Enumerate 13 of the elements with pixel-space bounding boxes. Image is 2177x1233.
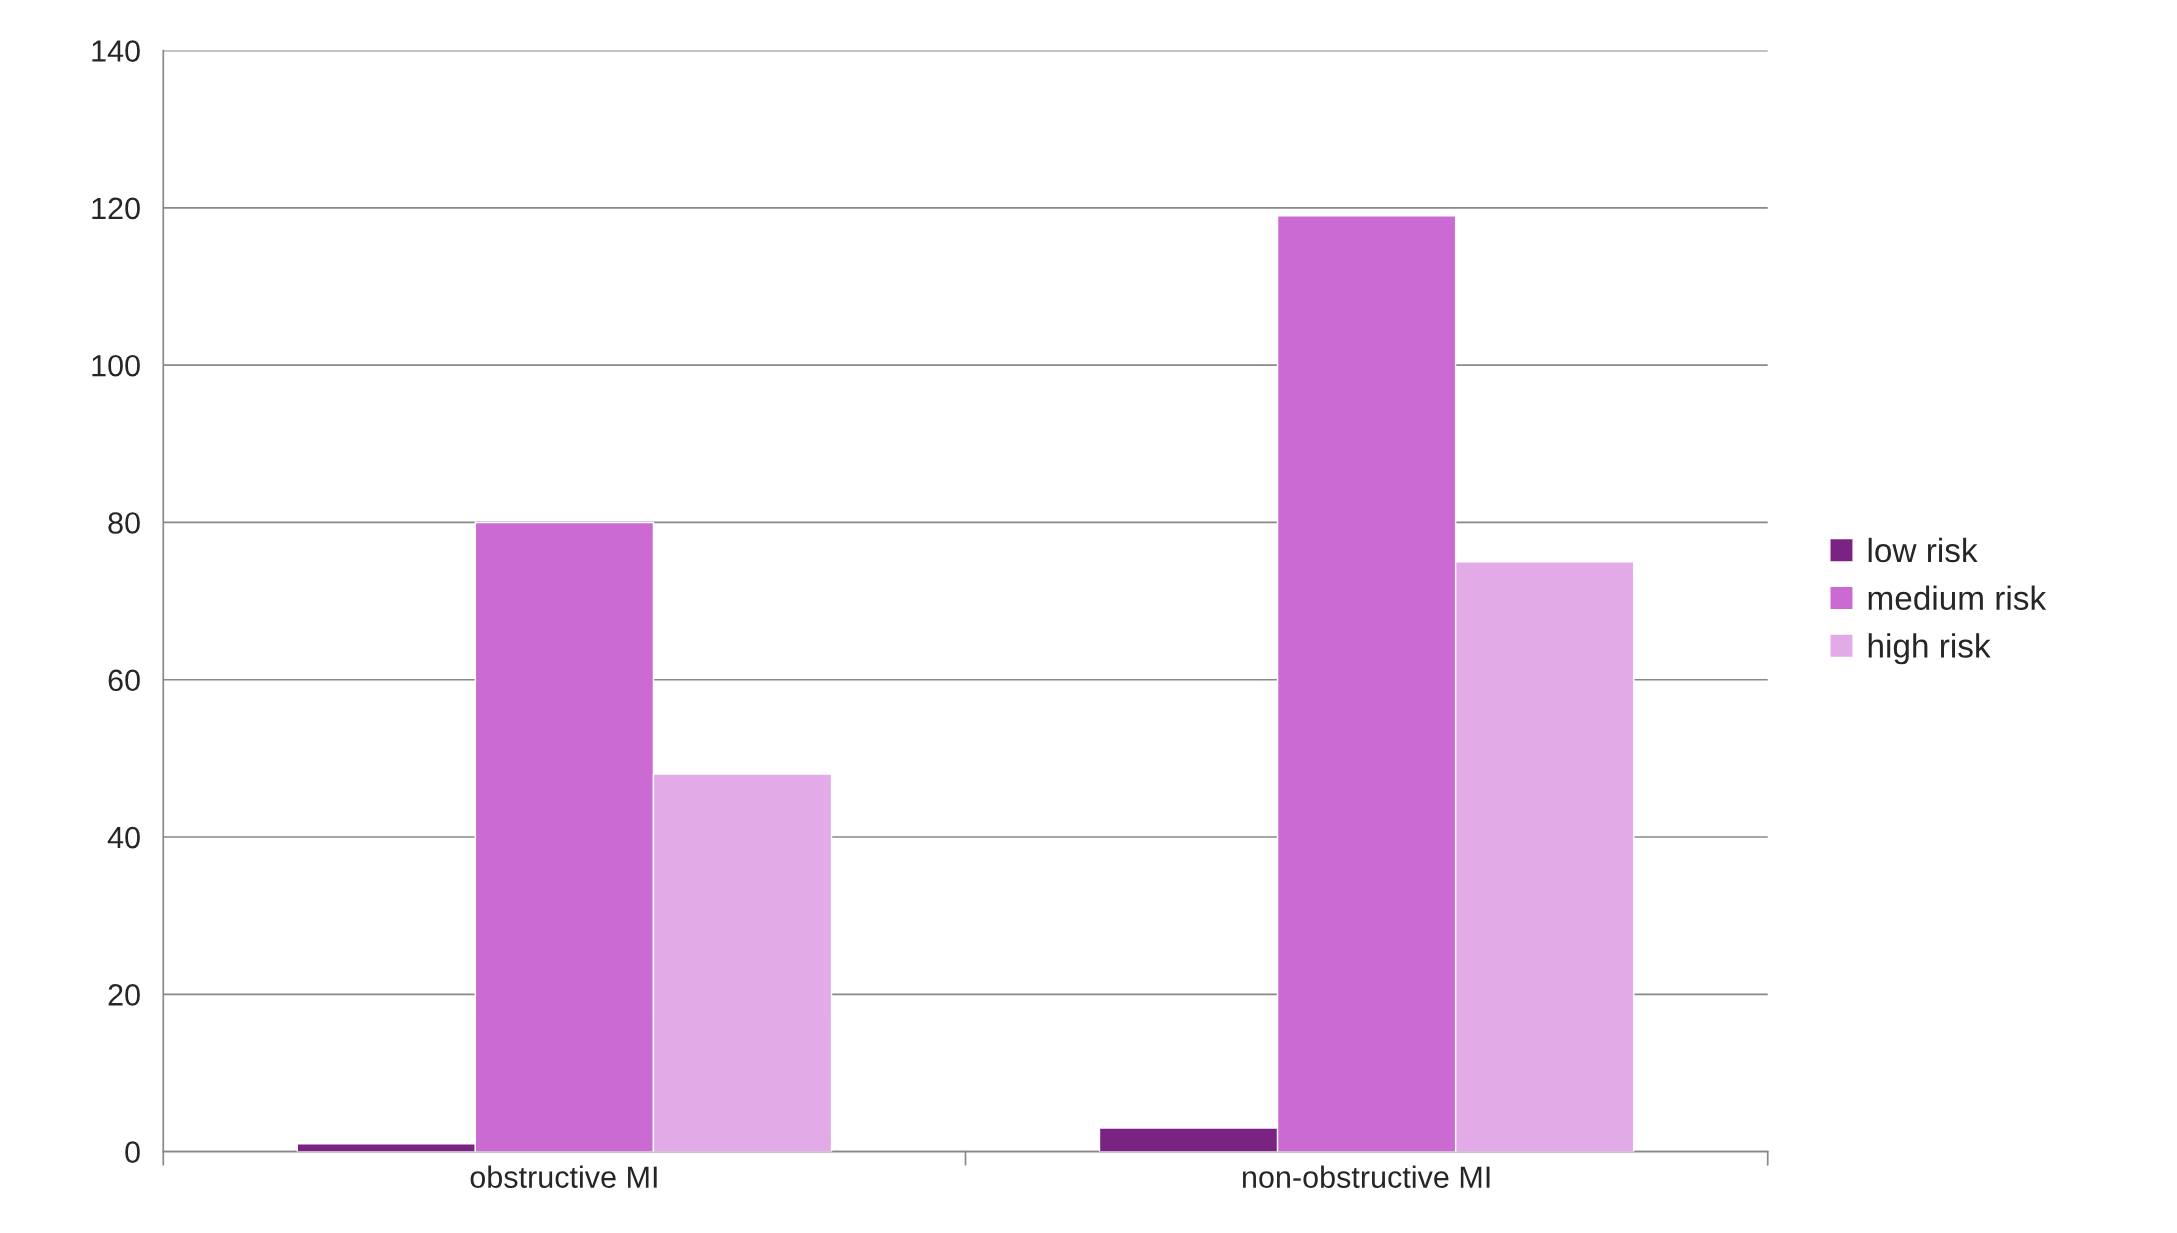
y-tick-label: 80 xyxy=(108,512,140,534)
legend-label: medium risk xyxy=(1868,585,2047,611)
y-tick-label: 40 xyxy=(107,826,140,849)
x-tick-label: non-obstructive MI xyxy=(1242,1165,1490,1188)
y-tick-label: 60 xyxy=(108,669,140,692)
x-tick-label: obstructive MI xyxy=(470,1165,657,1188)
y-tick-label: 0 xyxy=(125,1141,140,1163)
y-tick-label: 140 xyxy=(92,40,140,62)
y-tick-label: 20 xyxy=(108,984,140,1006)
legend-label: high risk xyxy=(1868,633,1991,665)
y-tick-label: 120 xyxy=(92,197,140,220)
legend-label: low risk xyxy=(1868,537,1978,563)
y-tick-label: 100 xyxy=(92,354,140,377)
